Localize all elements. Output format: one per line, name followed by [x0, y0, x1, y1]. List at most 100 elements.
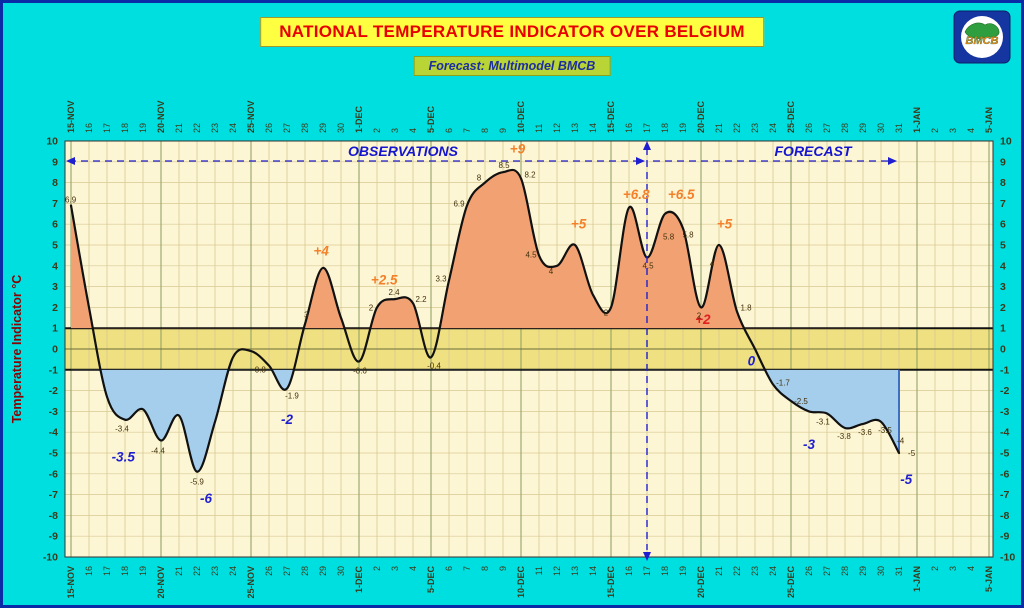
svg-text:-6: -6 — [1000, 468, 1009, 480]
svg-text:5-DEC: 5-DEC — [426, 105, 436, 133]
svg-text:-7: -7 — [1000, 489, 1009, 501]
point-value-label: 8.2 — [524, 170, 536, 179]
svg-text:8: 8 — [52, 177, 58, 189]
point-value-label: -0.4 — [427, 361, 441, 370]
svg-text:19: 19 — [138, 566, 148, 576]
svg-text:22: 22 — [732, 123, 742, 133]
page-title: NATIONAL TEMPERATURE INDICATOR OVER BELG… — [260, 17, 764, 47]
svg-text:27: 27 — [822, 123, 832, 133]
svg-text:16: 16 — [624, 123, 634, 133]
svg-text:15-DEC: 15-DEC — [606, 566, 616, 599]
annotation: 0 — [748, 354, 756, 369]
svg-text:10: 10 — [46, 136, 58, 148]
svg-text:21: 21 — [714, 123, 724, 133]
svg-text:23: 23 — [210, 123, 220, 133]
svg-text:23: 23 — [750, 123, 760, 133]
svg-text:6: 6 — [444, 566, 454, 571]
svg-text:-1: -1 — [49, 364, 58, 376]
svg-text:-9: -9 — [1000, 531, 1009, 543]
point-value-label: 3.3 — [435, 274, 447, 283]
svg-text:17: 17 — [642, 123, 652, 133]
svg-text:7: 7 — [462, 128, 472, 133]
svg-text:-7: -7 — [49, 489, 58, 501]
svg-text:-2: -2 — [1000, 385, 1009, 397]
svg-text:14: 14 — [588, 566, 598, 576]
svg-text:0: 0 — [52, 344, 58, 356]
svg-text:3: 3 — [390, 128, 400, 133]
annotation: -6 — [200, 491, 212, 506]
svg-text:4: 4 — [966, 566, 976, 571]
point-value-label: -4 — [897, 436, 905, 445]
svg-text:1-DEC: 1-DEC — [354, 105, 364, 133]
svg-text:28: 28 — [300, 566, 310, 576]
point-value-label: -0.6 — [353, 366, 367, 375]
svg-text:18: 18 — [120, 566, 130, 576]
svg-text:5-JAN: 5-JAN — [984, 107, 994, 133]
svg-text:4: 4 — [408, 566, 418, 571]
svg-text:2: 2 — [930, 128, 940, 133]
svg-text:5-DEC: 5-DEC — [426, 566, 436, 594]
svg-text:28: 28 — [840, 566, 850, 576]
svg-text:9: 9 — [1000, 156, 1006, 168]
svg-text:1: 1 — [52, 323, 58, 335]
point-value-label: 4.5 — [642, 261, 654, 270]
svg-text:-10: -10 — [43, 552, 58, 564]
svg-text:31: 31 — [894, 566, 904, 576]
point-value-label: 4 — [549, 267, 554, 276]
svg-text:-8: -8 — [1000, 510, 1009, 522]
svg-text:12: 12 — [552, 123, 562, 133]
svg-text:-4: -4 — [1000, 427, 1009, 439]
svg-text:8: 8 — [480, 566, 490, 571]
annotation: +6.5 — [668, 187, 695, 202]
svg-text:30: 30 — [336, 123, 346, 133]
bmcb-logo: BMCB — [953, 10, 1011, 69]
point-value-label: -1.7 — [776, 378, 790, 387]
point-value-label: -2.5 — [794, 397, 808, 406]
svg-text:2: 2 — [372, 566, 382, 571]
svg-text:4: 4 — [52, 260, 58, 272]
svg-text:28: 28 — [840, 123, 850, 133]
svg-text:30: 30 — [876, 566, 886, 576]
svg-text:20-DEC: 20-DEC — [696, 566, 706, 599]
svg-text:1-JAN: 1-JAN — [912, 566, 922, 592]
svg-text:2: 2 — [1000, 302, 1006, 314]
svg-text:26: 26 — [264, 123, 274, 133]
point-value-label: 5.8 — [663, 233, 675, 242]
svg-text:2: 2 — [372, 128, 382, 133]
annotation: +2 — [695, 312, 711, 327]
point-value-label: -4.4 — [151, 447, 165, 456]
svg-text:9: 9 — [52, 156, 58, 168]
svg-text:-10: -10 — [1000, 552, 1015, 564]
svg-text:21: 21 — [714, 566, 724, 576]
point-value-label: 4.5 — [525, 250, 537, 259]
svg-text:18: 18 — [120, 123, 130, 133]
svg-text:-2: -2 — [49, 385, 58, 397]
svg-text:10-DEC: 10-DEC — [516, 566, 526, 599]
annotation: +5 — [571, 216, 587, 231]
svg-text:24: 24 — [768, 123, 778, 133]
svg-text:16: 16 — [624, 566, 634, 576]
svg-text:7: 7 — [52, 198, 58, 210]
svg-text:21: 21 — [174, 123, 184, 133]
svg-text:25-NOV: 25-NOV — [246, 566, 256, 599]
svg-text:19: 19 — [678, 123, 688, 133]
svg-text:-3: -3 — [49, 406, 58, 418]
svg-text:3: 3 — [390, 566, 400, 571]
svg-text:2: 2 — [930, 566, 940, 571]
svg-text:23: 23 — [750, 566, 760, 576]
svg-text:13: 13 — [570, 123, 580, 133]
point-value-label: -5.9 — [190, 478, 204, 487]
point-value-label: 3 — [304, 311, 309, 320]
svg-text:20-DEC: 20-DEC — [696, 100, 706, 133]
point-value-label: -0.8 — [252, 366, 266, 375]
point-value-label: 2 — [604, 308, 609, 317]
point-value-label: 2.4 — [388, 288, 400, 297]
svg-text:17: 17 — [102, 123, 112, 133]
svg-text:12: 12 — [552, 566, 562, 576]
point-value-label: 2.2 — [415, 295, 427, 304]
svg-text:-5: -5 — [1000, 448, 1009, 460]
svg-text:30: 30 — [876, 123, 886, 133]
forecast-label: FORECAST — [775, 143, 853, 159]
svg-text:5-JAN: 5-JAN — [984, 566, 994, 592]
